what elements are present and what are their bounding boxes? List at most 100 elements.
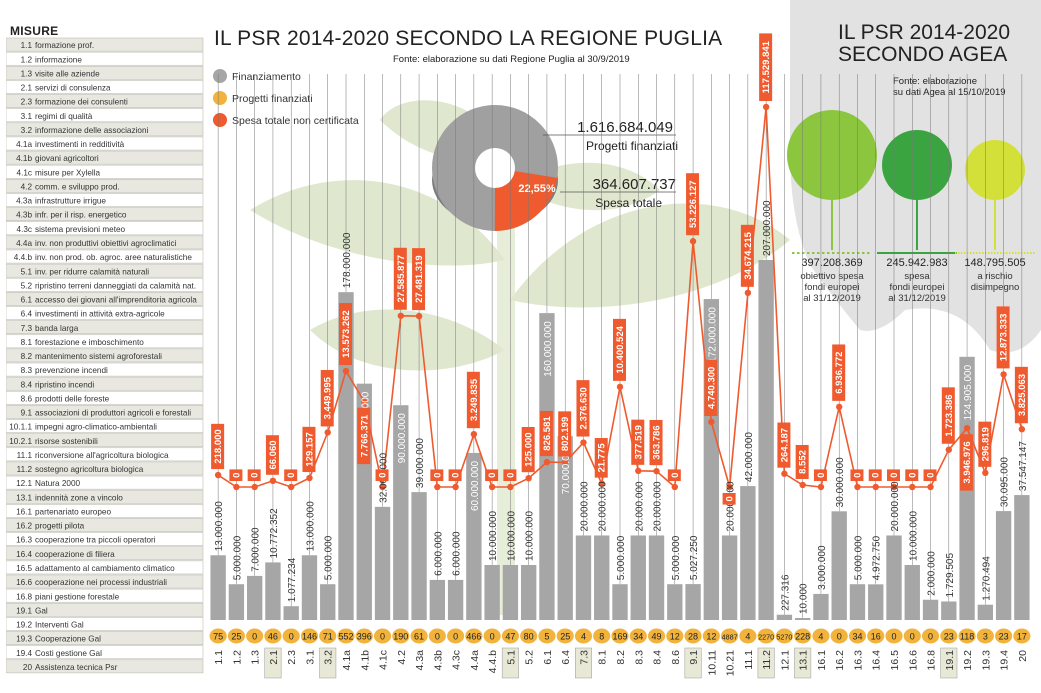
finanziamento-label: 20.000.000	[598, 481, 609, 531]
spend-label: 3.946.976	[962, 441, 973, 483]
measure-code: 7.3	[21, 324, 33, 333]
category-label: 19.1	[944, 650, 956, 671]
category-label: 13.1	[798, 650, 810, 671]
spend-label-box	[594, 438, 608, 478]
projects-value: 1.616.684.049	[577, 119, 673, 136]
spend-label: 53.226.127	[688, 180, 699, 228]
measure-row	[6, 263, 204, 278]
progetti-value: 4	[818, 632, 823, 642]
spend-label-box	[229, 469, 243, 481]
progetti-value: 0	[435, 632, 440, 642]
spend-label-box	[996, 306, 1010, 369]
measure-row	[6, 334, 204, 349]
progetti-value: 169	[612, 632, 627, 642]
finanziamento-label: 20.000.000	[890, 481, 901, 531]
legend-label: Progetti finanziati	[232, 93, 313, 105]
measure-code: 16.2	[16, 522, 32, 531]
category-label: 7.3	[578, 650, 590, 665]
measure-code: 16.8	[16, 592, 32, 601]
spend-point	[653, 467, 660, 475]
spend-point	[306, 474, 313, 482]
spend-label-box	[393, 247, 407, 310]
measure-code: 11.1	[17, 451, 33, 460]
spend-label: 3.825.063	[1017, 374, 1028, 416]
measures-header: MISURE	[10, 24, 59, 38]
spend-label: 0	[852, 473, 863, 478]
measure-name: formazione dei consulenti	[35, 98, 128, 107]
measure-code: 6.1	[21, 296, 33, 305]
agea-caption: a rischio	[977, 271, 1012, 282]
progetti-dot	[373, 628, 392, 644]
measure-code: 4.4.b	[14, 253, 33, 262]
agea-circle	[882, 130, 952, 200]
measure-row	[6, 235, 204, 250]
measure-code: 10.1.1	[9, 423, 32, 432]
measure-code: 4.1b	[16, 154, 32, 163]
measure-name: investimenti in attività extra-agricole	[35, 310, 165, 319]
finanziamento-label: 2.000.000	[927, 551, 938, 596]
measure-row	[6, 277, 204, 292]
finanziamento-bar	[849, 584, 866, 620]
spend-point	[361, 398, 368, 405]
spend-label-group: 125.000	[521, 426, 535, 473]
spend-label: 802.199	[560, 417, 571, 451]
measure-code: 16.6	[16, 578, 32, 587]
spend-label-group: 3.449.995	[320, 370, 334, 427]
measure-name: progetti pilota	[35, 522, 85, 531]
measure-name: formazione prof.	[35, 41, 94, 50]
measure-code: 9.1	[21, 409, 33, 418]
measure-name: infrastrutture irrigue	[35, 197, 106, 206]
progetti-value: 23	[944, 632, 954, 642]
spend-label-box	[613, 318, 626, 381]
spend-point	[836, 403, 843, 411]
measure-code: 8.6	[21, 394, 33, 403]
finanziamento-label: 10.772.352	[269, 508, 280, 558]
measure-name: informazione	[35, 55, 82, 64]
spend-label: 0	[926, 473, 937, 478]
progetti-dot	[702, 628, 720, 644]
category-label: 6.4	[560, 650, 572, 665]
spend-point	[470, 430, 478, 438]
category-label: 9.1	[688, 650, 700, 665]
measure-name: sistema previsioni meteo	[35, 225, 126, 234]
measure-code: 19.4	[16, 649, 32, 658]
category-label: 4.1a	[341, 650, 353, 671]
measure-row	[6, 588, 204, 603]
measure-name: informazione delle associazioni	[35, 126, 149, 135]
progetti-dot	[556, 628, 574, 644]
category-label: 3.1	[304, 650, 316, 665]
progetti-value: 28	[688, 632, 698, 642]
measure-row	[6, 433, 204, 448]
measure-row	[6, 193, 204, 207]
finanziamento-bar	[941, 601, 957, 620]
measure-name: piani gestione forestale	[35, 592, 120, 601]
category-label: 1.1	[213, 650, 225, 665]
spend-label-box	[960, 434, 974, 491]
spend-label: 125.000	[524, 432, 535, 466]
spend-point	[1018, 426, 1026, 433]
finanziamento-bar	[210, 555, 226, 620]
measure-code: 4.3a	[16, 197, 32, 206]
finanziamento-label: 37.547.147	[1018, 441, 1029, 491]
spend-label: 363.786	[652, 425, 663, 459]
measure-code: 19.2	[16, 621, 32, 630]
spend-label: 3.449.995	[323, 376, 334, 419]
spend-label-group: 3.946.976	[960, 434, 974, 491]
measure-code: 20	[23, 663, 33, 672]
measure-code: 4.1a	[16, 140, 32, 149]
measure-row	[6, 574, 204, 589]
measure-row	[6, 320, 204, 335]
measure-name: Interventi Gal	[35, 621, 84, 630]
agea-source-line1: Fonte: elaborazione	[893, 76, 977, 87]
projects-label: Progetti finanziati	[586, 139, 678, 153]
measure-code: 13.1	[16, 493, 32, 502]
measure-row	[6, 532, 204, 546]
progetti-value: 4	[745, 632, 750, 642]
spend-label-group: 0	[503, 469, 516, 481]
measure-name: Gal	[35, 606, 48, 615]
spend-label: 0	[871, 473, 882, 478]
spend-label: 6.936.772	[834, 352, 845, 394]
spend-label-group: 6.936.772	[832, 344, 846, 401]
spend-label-group: 0	[229, 469, 243, 481]
progetti-value: 8	[599, 632, 604, 642]
